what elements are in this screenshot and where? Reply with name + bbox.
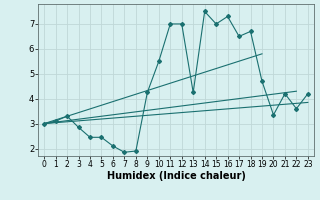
X-axis label: Humidex (Indice chaleur): Humidex (Indice chaleur) bbox=[107, 171, 245, 181]
